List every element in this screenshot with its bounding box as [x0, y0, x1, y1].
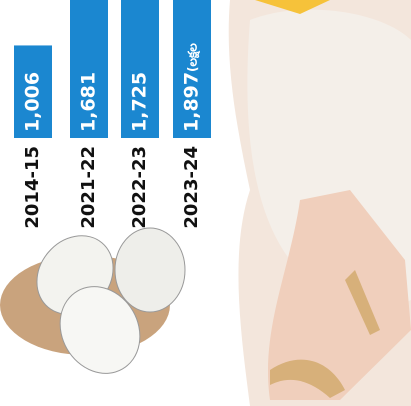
x-tick-label: 2014-15	[22, 146, 43, 229]
x-tick-label: 2023-24	[181, 146, 202, 229]
x-tick-label: 2021-22	[78, 146, 99, 229]
value-label: 1,681	[78, 72, 100, 132]
value-label: 1,897	[181, 72, 203, 132]
unit-note: (లక్షల	[186, 43, 201, 72]
chart: 1,006 2014-15 1,681 2021-22 1,725 2022-23 1,89…	[0, 0, 411, 406]
value-label: 1,725	[129, 72, 151, 132]
x-tick-label: 2022-23	[129, 146, 150, 229]
value-label: 1,006	[22, 72, 44, 132]
